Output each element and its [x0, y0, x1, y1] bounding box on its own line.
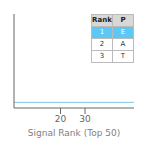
html-text:P: P [120, 16, 126, 24]
html-text:Rank: Rank [92, 16, 112, 24]
html-text:E: E [120, 28, 126, 36]
html-text:2: 2 [99, 40, 105, 48]
svg-text:Signal Rank (Top 50): Signal Rank (Top 50) [28, 128, 120, 138]
html-text:3: 3 [99, 52, 105, 60]
html-text:T: T [120, 52, 126, 60]
svg-text:20: 20 [55, 114, 67, 124]
svg-text:30: 30 [79, 114, 91, 124]
html-text:1: 1 [99, 28, 105, 36]
html-text:A: A [120, 40, 126, 48]
